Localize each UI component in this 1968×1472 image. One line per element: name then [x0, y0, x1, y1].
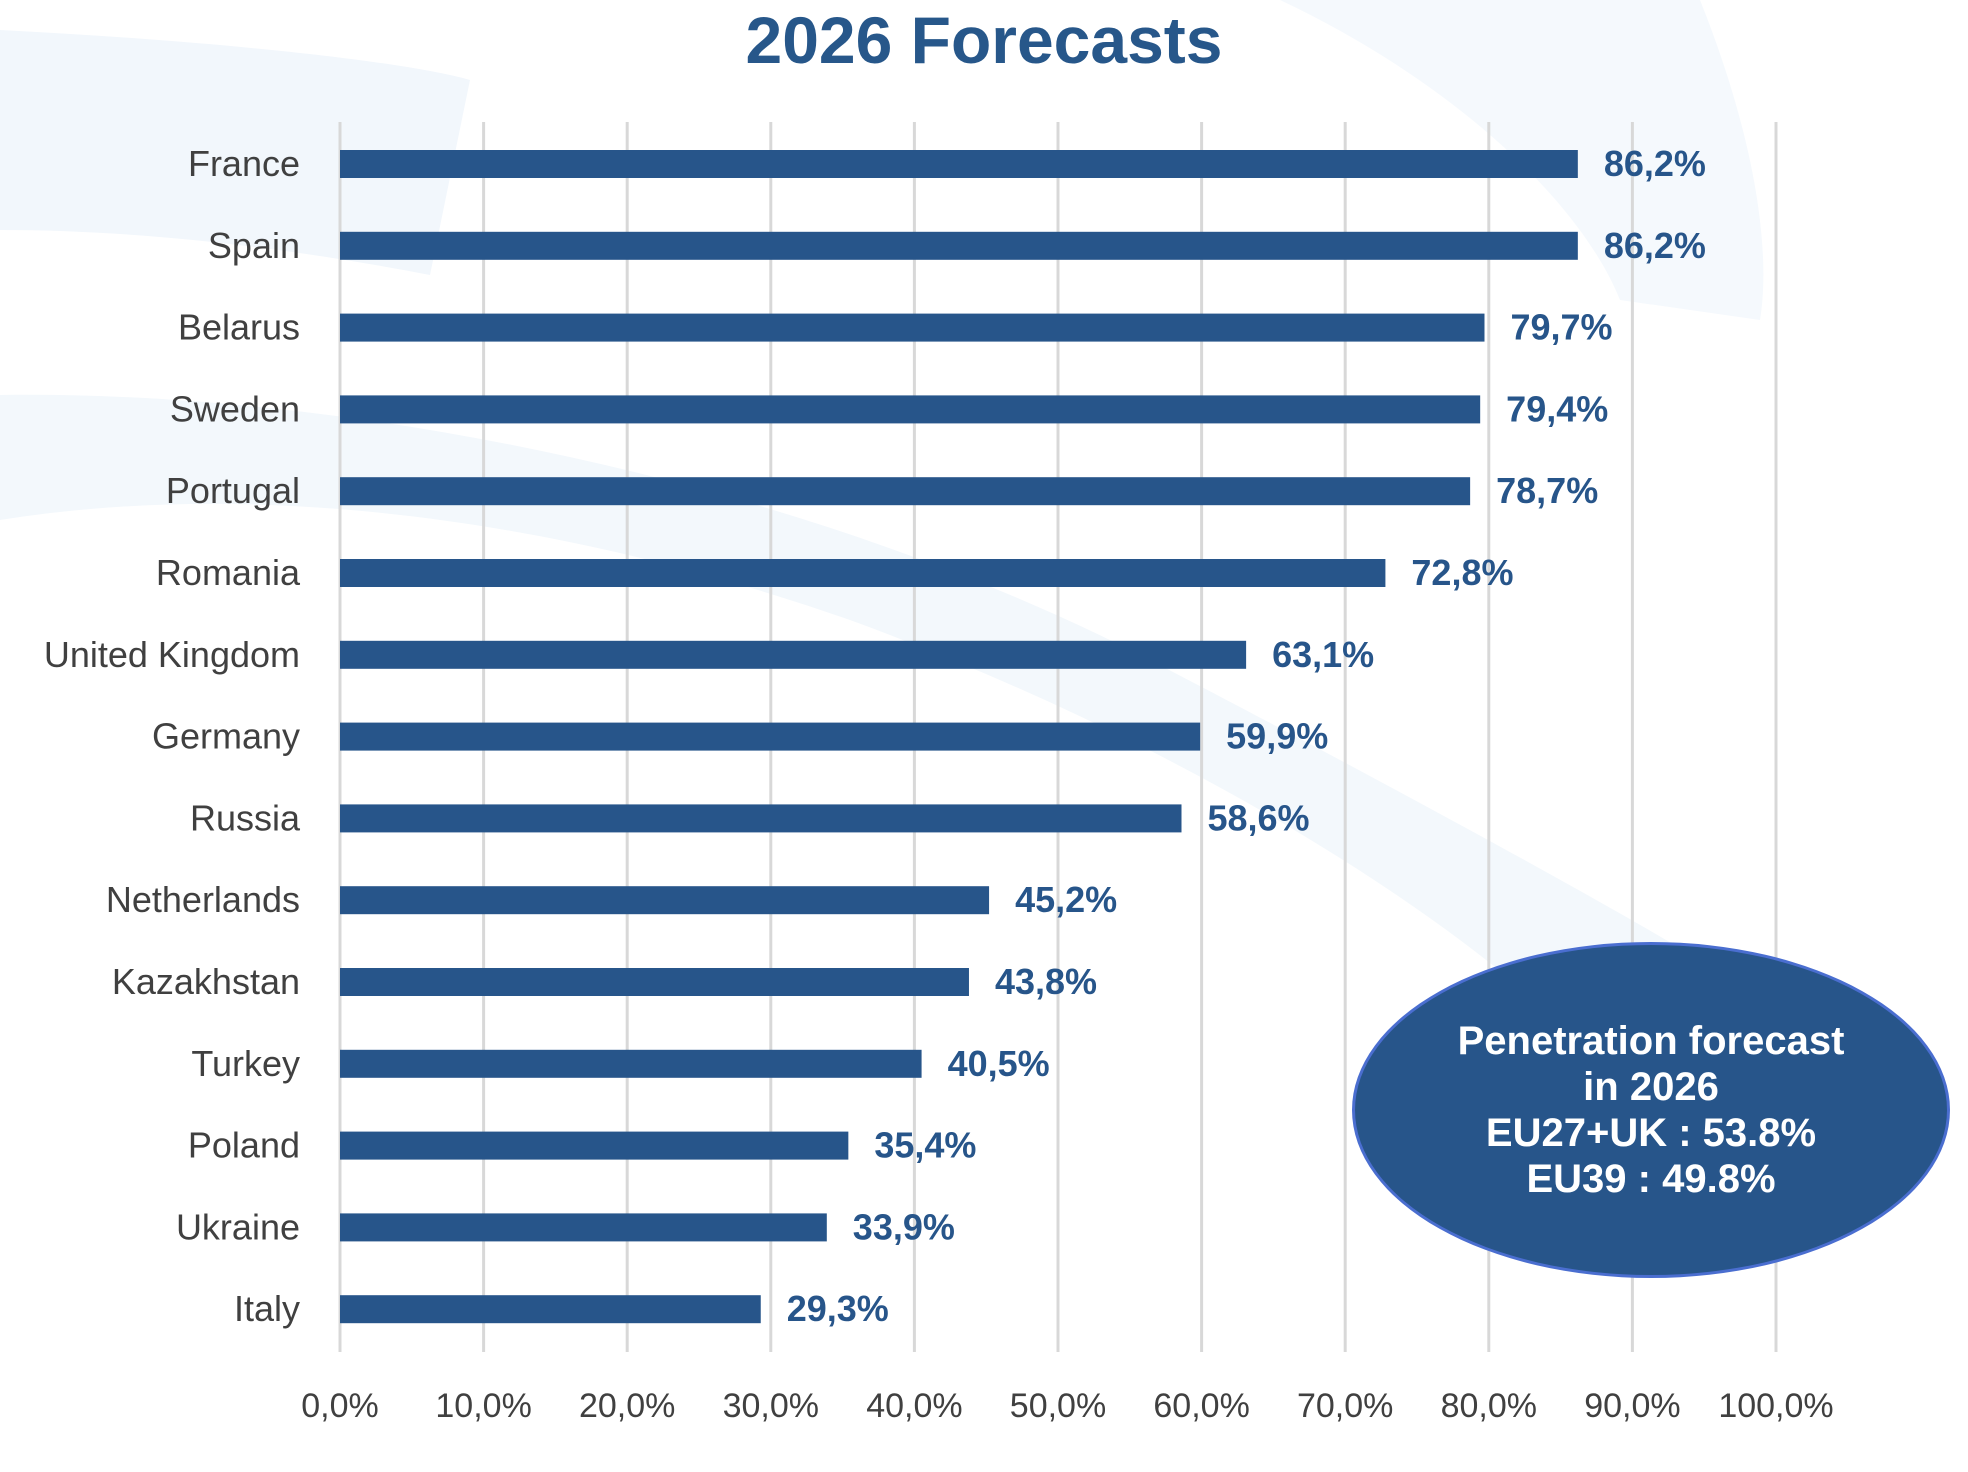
bar-italy — [340, 1295, 761, 1324]
data-label: 29,3% — [787, 1288, 889, 1329]
x-tick-label: 100,0% — [1718, 1387, 1833, 1425]
bar-russia — [340, 804, 1182, 833]
data-label: 40,5% — [948, 1043, 1050, 1084]
category-label: Turkey — [191, 1043, 300, 1084]
category-label: France — [188, 143, 300, 184]
bar-kazakhstan — [340, 968, 969, 996]
category-label: Belarus — [178, 307, 300, 348]
x-tick-label: 80,0% — [1441, 1387, 1537, 1425]
category-label: Germany — [152, 716, 300, 757]
data-label: 35,4% — [874, 1125, 976, 1166]
category-label: Spain — [208, 225, 300, 266]
bar-ukraine — [340, 1213, 827, 1242]
data-label: 78,7% — [1496, 470, 1598, 511]
data-label: 45,2% — [1015, 879, 1117, 920]
x-tick-label: 10,0% — [435, 1387, 531, 1425]
x-tick-label: 40,0% — [866, 1387, 962, 1425]
x-tick-label: 90,0% — [1584, 1387, 1680, 1425]
x-tick-label: 60,0% — [1153, 1387, 1249, 1425]
chart-title: 2026 Forecasts — [745, 3, 1223, 77]
bar-spain — [340, 231, 1578, 260]
data-label: 59,9% — [1226, 716, 1328, 757]
data-label: 58,6% — [1207, 797, 1309, 838]
category-label: United Kingdom — [44, 634, 300, 675]
bar-turkey — [340, 1049, 922, 1078]
callout-line-1: Penetration forecast — [1457, 1019, 1845, 1063]
data-label: 79,4% — [1506, 388, 1608, 429]
x-tick-label: 50,0% — [1010, 1387, 1106, 1425]
x-tick-label: 30,0% — [723, 1387, 819, 1425]
data-label: 33,9% — [853, 1206, 955, 1247]
bar-poland — [340, 1131, 849, 1160]
bar-germany — [340, 722, 1201, 751]
category-label: Romania — [156, 552, 301, 593]
penetration-callout: Penetration forecast in 2026 EU27+UK : 5… — [1352, 942, 1950, 1278]
bar-romania — [340, 559, 1386, 587]
category-label: Italy — [234, 1288, 300, 1329]
bar-sweden — [340, 395, 1481, 424]
callout-line-2: in 2026 — [1583, 1065, 1719, 1109]
category-label: Portugal — [166, 470, 300, 511]
x-tick-label: 70,0% — [1297, 1387, 1393, 1425]
bar-portugal — [340, 477, 1471, 506]
category-label: Poland — [188, 1125, 300, 1166]
bar-netherlands — [340, 886, 990, 915]
category-label: Kazakhstan — [112, 961, 300, 1002]
bar-france — [340, 150, 1578, 178]
data-label: 79,7% — [1510, 307, 1612, 348]
category-label: Sweden — [170, 388, 300, 429]
data-label: 86,2% — [1604, 143, 1706, 184]
data-label: 43,8% — [995, 961, 1097, 1002]
bar-united-kingdom — [340, 640, 1247, 669]
bar-belarus — [340, 313, 1485, 342]
x-tick-label: 0,0% — [301, 1387, 379, 1425]
data-label: 86,2% — [1604, 225, 1706, 266]
category-label: Netherlands — [106, 879, 300, 920]
x-tick-label: 20,0% — [579, 1387, 675, 1425]
callout-line-4: EU39 : 49.8% — [1526, 1157, 1776, 1201]
data-label: 72,8% — [1411, 552, 1513, 593]
callout-line-3: EU27+UK : 53.8% — [1485, 1111, 1817, 1155]
category-label: Russia — [190, 797, 301, 838]
category-label: Ukraine — [176, 1206, 300, 1247]
data-label: 63,1% — [1272, 634, 1374, 675]
